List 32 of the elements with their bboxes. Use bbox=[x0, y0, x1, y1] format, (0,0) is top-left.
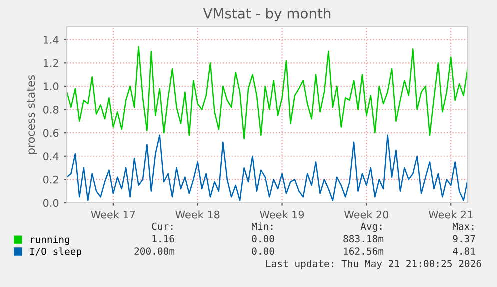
y-tick-label: 0.2 bbox=[43, 176, 58, 184]
y-tick-label: 1.4 bbox=[44, 36, 59, 44]
legend-label: running bbox=[31, 236, 70, 246]
text: 1.16 bbox=[152, 235, 174, 243]
legend-label: I/O sleep bbox=[30, 248, 82, 258]
text: 200.00m bbox=[134, 248, 175, 256]
text: 0.00 bbox=[252, 248, 274, 256]
text: Cur: bbox=[152, 222, 173, 230]
text: Max: bbox=[452, 222, 474, 230]
text: 9.37 bbox=[453, 235, 476, 243]
y-tick-label: 1.0 bbox=[44, 82, 59, 91]
line-series bbox=[67, 134, 468, 202]
x-tick-label: Week 19 bbox=[260, 210, 304, 219]
x-tick-label: Week 18 bbox=[176, 210, 220, 219]
text: Last update: Thu May 21 21:00:25 2026 bbox=[266, 260, 482, 270]
text: Min: bbox=[252, 222, 273, 230]
text: 883.18m bbox=[344, 235, 384, 243]
x-tick-label: Week 17 bbox=[91, 210, 136, 219]
text: 162.56m bbox=[344, 248, 384, 256]
y-tick-label: 0.4 bbox=[43, 152, 59, 160]
text: 0.00 bbox=[252, 235, 274, 243]
y-axis-title: process states bbox=[27, 75, 38, 154]
x-tick-label: Week 20 bbox=[344, 210, 389, 219]
x-tick-label: Week 21 bbox=[428, 210, 473, 219]
y-tick-label: 0.8 bbox=[43, 106, 59, 114]
text: 4.81 bbox=[453, 248, 476, 256]
y-tick-label: 1.2 bbox=[44, 59, 58, 68]
chart-title: VMstat - by month bbox=[203, 8, 331, 22]
y-tick-label: 0.0 bbox=[43, 199, 59, 208]
line-series bbox=[67, 46, 468, 140]
text: Avg: bbox=[360, 222, 382, 232]
y-tick-label: 0.6 bbox=[43, 129, 59, 138]
